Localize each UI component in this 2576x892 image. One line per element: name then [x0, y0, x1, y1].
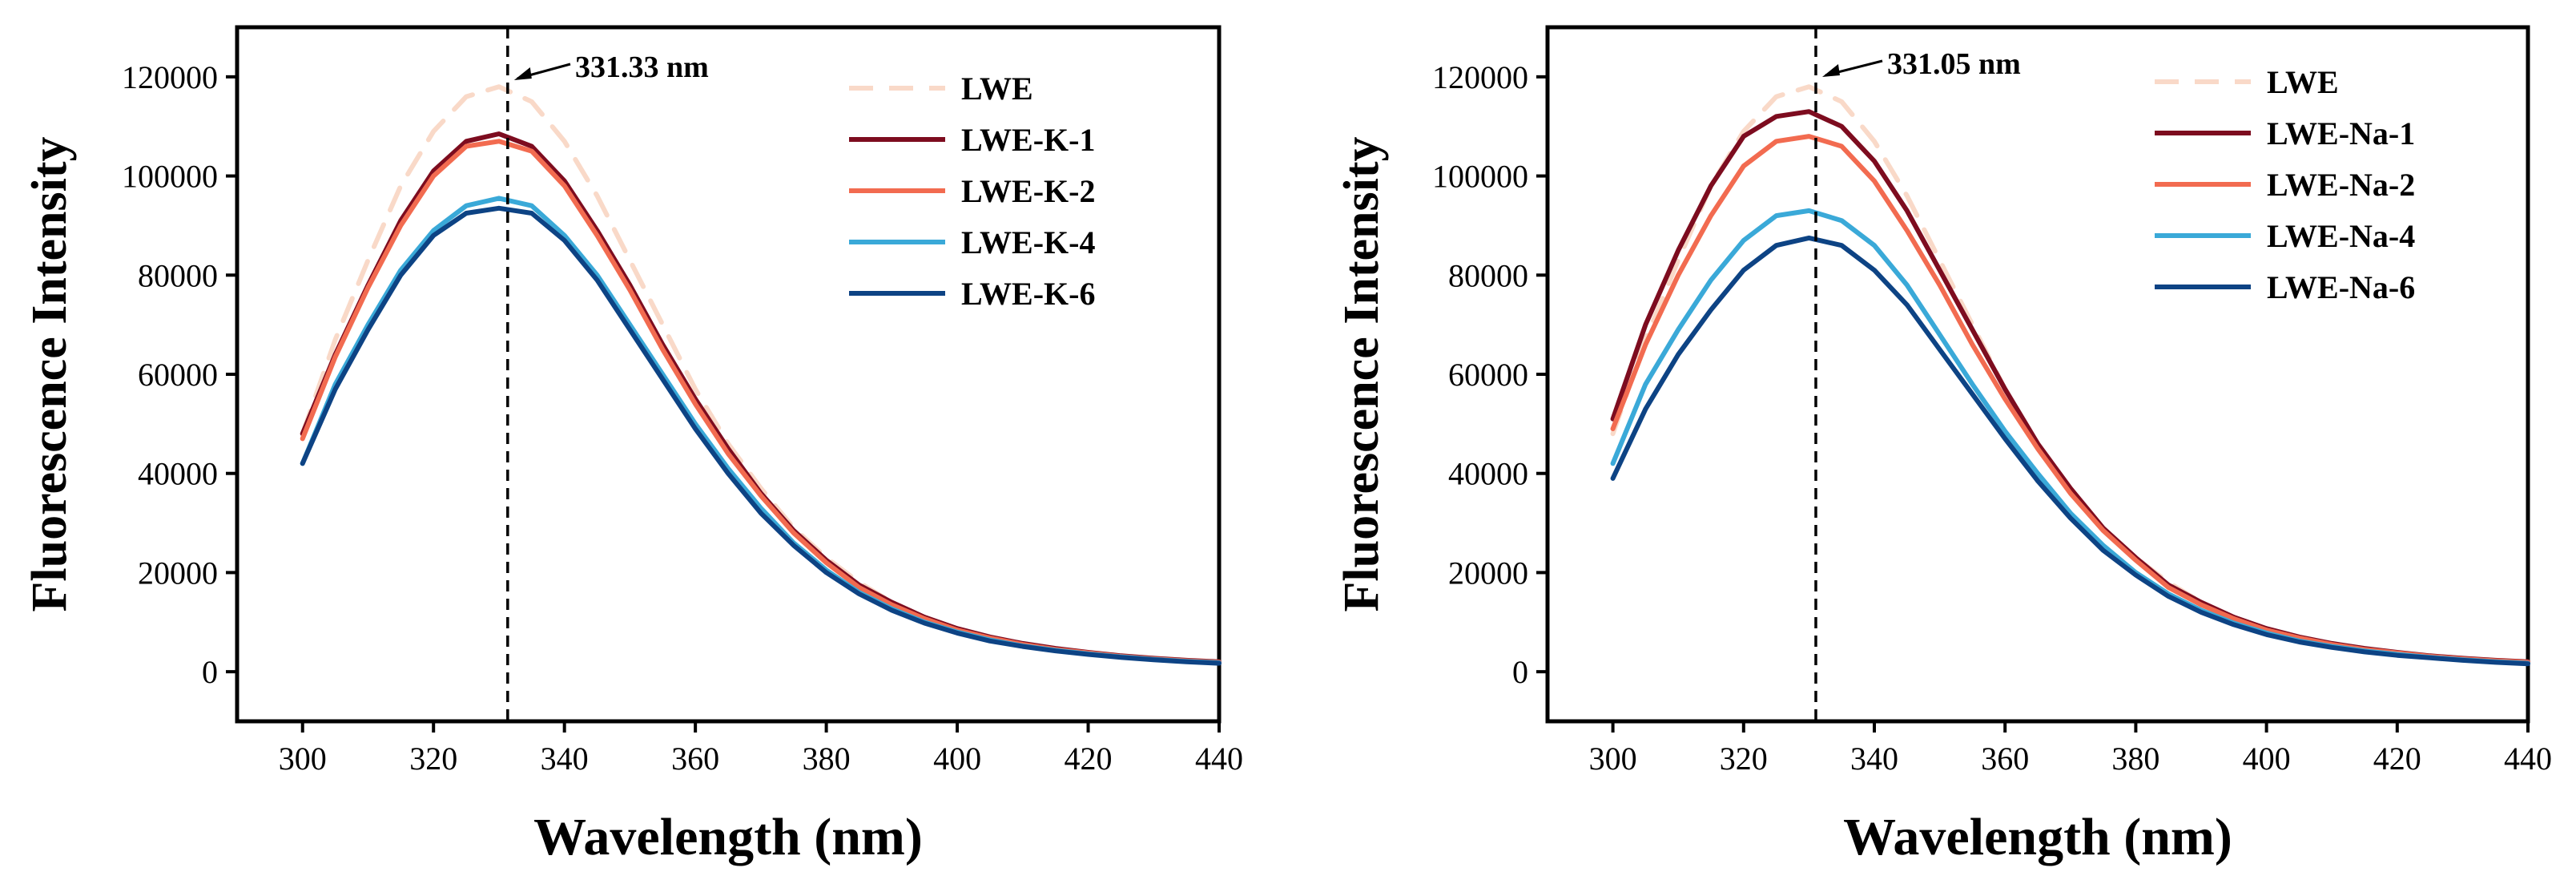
legend-label: LWE-K-4	[961, 224, 1095, 260]
y-axis-title: Fluorescence Intensity	[22, 137, 77, 612]
x-tick-label: 420	[1065, 741, 1113, 777]
legend-label: LWE-Na-4	[2267, 218, 2415, 254]
y-tick-label: 80000	[1448, 257, 1528, 293]
y-tick-label: 20000	[138, 555, 218, 591]
legend-label: LWE-Na-2	[2267, 167, 2415, 203]
x-tick-label: 340	[541, 741, 589, 777]
y-tick-label: 60000	[1448, 357, 1528, 393]
y-tick-label: 60000	[138, 357, 218, 393]
y-tick-label: 20000	[1448, 555, 1528, 591]
x-tick-label: 300	[1589, 741, 1637, 777]
y-tick-label: 100000	[122, 159, 218, 195]
y-tick-label: 0	[202, 654, 218, 690]
y-tick-label: 80000	[138, 257, 218, 293]
legend-label: LWE-K-1	[961, 122, 1095, 158]
annotation-arrow-head	[513, 67, 532, 80]
y-tick-label: 120000	[1432, 59, 1528, 95]
y-tick-label: 0	[1512, 654, 1528, 690]
series-line-lwe-na-6	[1610, 235, 2530, 667]
x-tick-label: 380	[2111, 741, 2159, 777]
annotation-label: 331.05 nm	[1887, 47, 2021, 81]
y-tick-label: 40000	[1448, 456, 1528, 492]
x-axis-title: Wavelength (nm)	[1843, 808, 2232, 866]
y-tick-label: 120000	[122, 59, 218, 95]
x-tick-label: 420	[2373, 741, 2421, 777]
legend-label: LWE-Na-6	[2267, 269, 2415, 305]
x-tick-label: 320	[409, 741, 457, 777]
series-line-lwe-k-6	[300, 205, 1222, 666]
x-tick-label: 300	[279, 741, 327, 777]
annotation-label: 331.33 nm	[575, 50, 709, 84]
series-line-lwe-k-1	[300, 131, 1222, 664]
legend-label: LWE-K-2	[961, 173, 1095, 209]
chart-panel-1: 300 320 340 360 380 400 420 440 0 20000 40000 60000…	[22, 25, 1243, 866]
x-tick-label: 380	[803, 741, 851, 777]
x-axis-title: Wavelength (nm)	[533, 808, 923, 866]
annotation-arrow-head	[1821, 64, 1840, 77]
x-tick-label: 440	[1195, 741, 1243, 777]
x-tick-label: 400	[2243, 741, 2291, 777]
x-tick-label: 440	[2504, 741, 2552, 777]
legend-label: LWE-K-6	[961, 276, 1095, 312]
series-line-lwe-k-2	[300, 139, 1222, 665]
x-tick-label: 400	[933, 741, 981, 777]
y-tick-label: 100000	[1432, 159, 1528, 195]
x-tick-label: 340	[1850, 741, 1898, 777]
legend-label: LWE	[961, 71, 1033, 107]
chart-panel-2: 300 320 340 360 380 400 420 440 0 20000 40000 60000…	[1334, 25, 2552, 866]
x-tick-label: 360	[671, 741, 719, 777]
x-tick-label: 320	[1720, 741, 1768, 777]
series-line-lwe-k-4	[300, 196, 1222, 665]
y-tick-label: 40000	[138, 456, 218, 492]
series-line-lwe-na-2	[1610, 134, 2530, 665]
legend-label: LWE-Na-1	[2267, 115, 2415, 151]
y-axis-title: Fluorescence Intensity	[1334, 137, 1389, 612]
legend-label: LWE	[2267, 64, 2339, 100]
x-tick-label: 360	[1981, 741, 2029, 777]
